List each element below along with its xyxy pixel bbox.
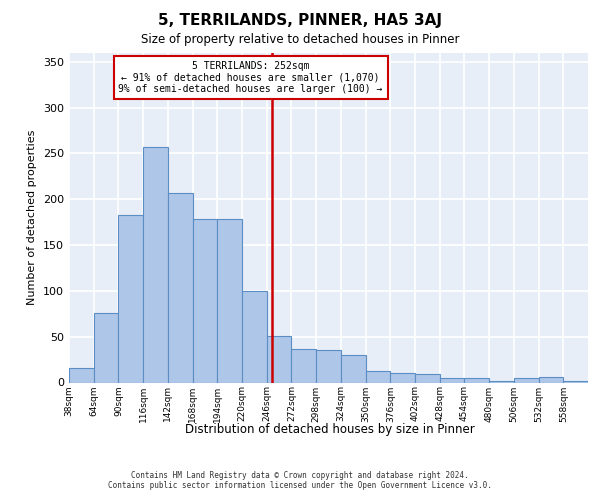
Text: Contains HM Land Registry data © Crown copyright and database right 2024.
Contai: Contains HM Land Registry data © Crown c…: [108, 470, 492, 490]
Bar: [69, 368, 94, 382]
Bar: [193, 220, 217, 382]
Text: Size of property relative to detached houses in Pinner: Size of property relative to detached ho…: [141, 32, 459, 46]
Bar: [539, 377, 563, 382]
Bar: [168, 192, 193, 382]
Bar: [464, 378, 489, 382]
Bar: [514, 378, 539, 382]
Bar: [390, 374, 415, 382]
Y-axis label: Number of detached properties: Number of detached properties: [28, 130, 37, 305]
Text: Distribution of detached houses by size in Pinner: Distribution of detached houses by size …: [185, 422, 475, 436]
Text: 5, TERRILANDS, PINNER, HA5 3AJ: 5, TERRILANDS, PINNER, HA5 3AJ: [158, 12, 442, 28]
Bar: [143, 147, 168, 382]
Bar: [365, 370, 390, 382]
Bar: [440, 378, 464, 382]
Bar: [217, 220, 242, 382]
Bar: [316, 350, 341, 382]
Bar: [415, 374, 440, 382]
Bar: [267, 336, 292, 382]
Bar: [489, 380, 514, 382]
Text: 5 TERRILANDS: 252sqm
← 91% of detached houses are smaller (1,070)
9% of semi-det: 5 TERRILANDS: 252sqm ← 91% of detached h…: [118, 60, 383, 94]
Bar: [118, 215, 143, 382]
Bar: [341, 355, 365, 382]
Bar: [563, 380, 588, 382]
Bar: [94, 313, 118, 382]
Bar: [292, 348, 316, 382]
Bar: [242, 291, 267, 382]
